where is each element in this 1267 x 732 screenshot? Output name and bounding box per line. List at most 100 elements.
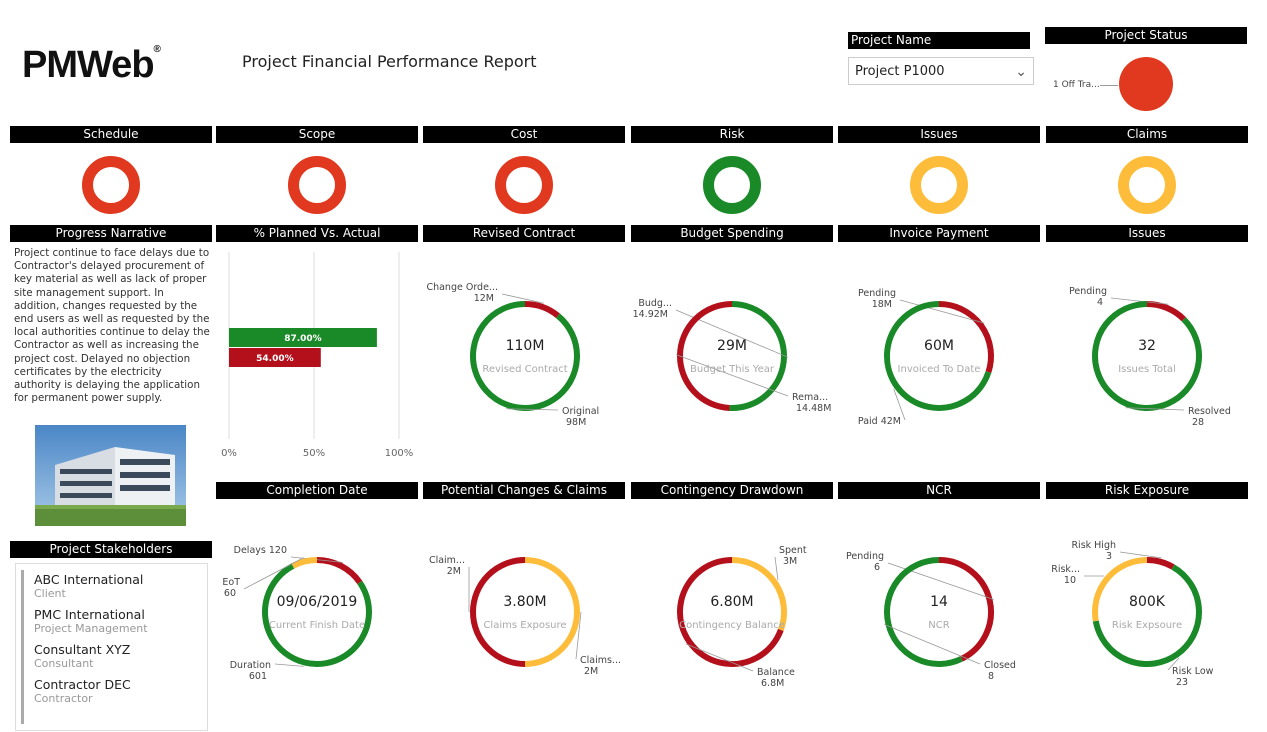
slice-value-label: 28 (1192, 417, 1204, 428)
donut-slice (291, 557, 318, 569)
stakeholder-item: Contractor DEC Contractor (34, 677, 148, 705)
project-status-leader (1100, 85, 1118, 86)
chevron-down-icon: ⌄ (1015, 64, 1027, 80)
leader-line (506, 408, 559, 411)
indicator-header-issues: Issues (838, 126, 1040, 143)
slice-label: Pending (858, 288, 896, 299)
donut-slice (470, 557, 526, 667)
donut-slice (884, 557, 963, 667)
slice-label: Paid 42M (858, 416, 901, 427)
project-status-item: 1 Off Tra... (1053, 80, 1100, 90)
slice-value-label: 2M (447, 566, 461, 577)
leader-line (575, 611, 582, 660)
slice-label: Closed (984, 660, 1016, 671)
donut-center-value: 14 (930, 594, 948, 610)
leader-line (884, 624, 981, 665)
indicator-ring-cost (495, 156, 553, 214)
donut-center-value: 800K (1129, 594, 1166, 610)
chart-header-issues: Issues (1046, 225, 1248, 242)
slice-label: Budg... (638, 298, 672, 309)
bar (229, 328, 377, 347)
slice-label: Claims... (580, 655, 621, 666)
donut-slice (1146, 301, 1186, 322)
stakeholders-list: ABC International Client PMC Internationa… (15, 563, 208, 731)
stakeholder-name: Consultant XYZ (34, 642, 131, 657)
slice-value-label: 14.92M (633, 309, 668, 320)
x-tick-label: 50% (303, 448, 325, 459)
pmweb-logo: PMWeb® (22, 44, 161, 87)
donut-slice (729, 301, 787, 411)
donut-slice (938, 557, 994, 662)
leader-line (1167, 657, 1180, 671)
donut-center-value: 6.80M (710, 594, 753, 610)
slice-value-label: 98M (566, 417, 586, 428)
donut-center-label: Issues Total (1118, 364, 1176, 375)
building-image (35, 425, 186, 526)
x-tick-label: 0% (221, 448, 237, 459)
slice-label: Spent (779, 545, 807, 556)
donut-center-label: Claims Exposure (483, 620, 566, 631)
progress-narrative-text: Project continue to face delays due to C… (14, 247, 210, 405)
slice-value-label: 23 (1176, 677, 1188, 688)
chart-header-invoice-payment: Invoice Payment (838, 225, 1040, 242)
donut-center-label: Revised Contract (482, 364, 567, 375)
donut-slice (524, 557, 580, 667)
bar (229, 348, 321, 367)
leader-line (501, 293, 544, 304)
donut-center-value: 3.80M (503, 594, 546, 610)
slice-label: Duration (230, 660, 271, 671)
slice-value-label: 601 (249, 671, 267, 682)
project-name-dropdown[interactable]: Project P1000 ⌄ (848, 57, 1034, 85)
bar-data-label: 87.00% (284, 334, 322, 344)
leader-line (893, 388, 906, 421)
slice-value-label: 3 (1106, 551, 1112, 562)
project-stakeholders-header: Project Stakeholders (10, 541, 212, 558)
logo-registered-mark: ® (153, 44, 161, 55)
slice-value-label: 18M (872, 299, 892, 310)
slice-label: Original (562, 406, 599, 417)
slice-label: Change Orde... (426, 282, 498, 293)
stakeholder-role: Consultant (34, 657, 94, 670)
leader-line (274, 663, 304, 667)
project-name-value: Project P1000 (855, 64, 945, 79)
slice-value-label: 14.48M (796, 403, 831, 414)
indicator-header-risk: Risk (631, 126, 833, 143)
stakeholders-list-bar (21, 570, 24, 724)
stakeholder-role: Client (34, 587, 66, 600)
leader-line (685, 643, 754, 672)
chart-header-revised-contract: Revised Contract (423, 225, 625, 242)
donut-slice (731, 557, 787, 631)
slice-label: EoT (222, 577, 240, 588)
donut-slice (938, 301, 994, 373)
slice-label: Pending (846, 551, 884, 562)
donut-center-value: 29M (717, 338, 747, 354)
donut-slice (677, 557, 784, 667)
planned-vs-actual-chart: 0% 50% 100% 87.00% 54.00% (221, 252, 414, 459)
chart-header-ncr: NCR (838, 482, 1040, 499)
donut-slice (316, 557, 363, 585)
slice-value-label: 6.8M (761, 678, 784, 689)
indicator-ring-claims (1118, 156, 1176, 214)
report-title: Project Financial Performance Report (242, 52, 537, 71)
leader-line (774, 556, 779, 581)
leader-line (1119, 551, 1162, 559)
leader-line (1110, 297, 1169, 305)
donut-center-value: 09/06/2019 (277, 594, 358, 610)
leader-line (243, 557, 304, 590)
donut-slice (884, 301, 992, 411)
planned-vs-actual-header: % Planned Vs. Actual (216, 225, 418, 242)
x-tick-label: 100% (385, 448, 414, 459)
donut-center-label: Current Finish Date (269, 620, 365, 631)
stakeholder-role: Contractor (34, 692, 93, 705)
bar-data-label: 54.00% (256, 354, 294, 364)
chart-header-completion-date: Completion Date (216, 482, 418, 499)
donut-slice (524, 301, 560, 319)
slice-value-label: 8 (988, 671, 994, 682)
progress-narrative-header: Progress Narrative (10, 225, 212, 242)
slice-label: Rema... (792, 392, 828, 403)
donut-slice (1092, 564, 1202, 667)
chart-header-contingency-drawdown: Contingency Drawdown (631, 482, 833, 499)
slice-value-label: 2M (584, 666, 598, 677)
slice-label: Pending (1069, 286, 1107, 297)
stakeholder-item: PMC International Project Management (34, 607, 148, 635)
